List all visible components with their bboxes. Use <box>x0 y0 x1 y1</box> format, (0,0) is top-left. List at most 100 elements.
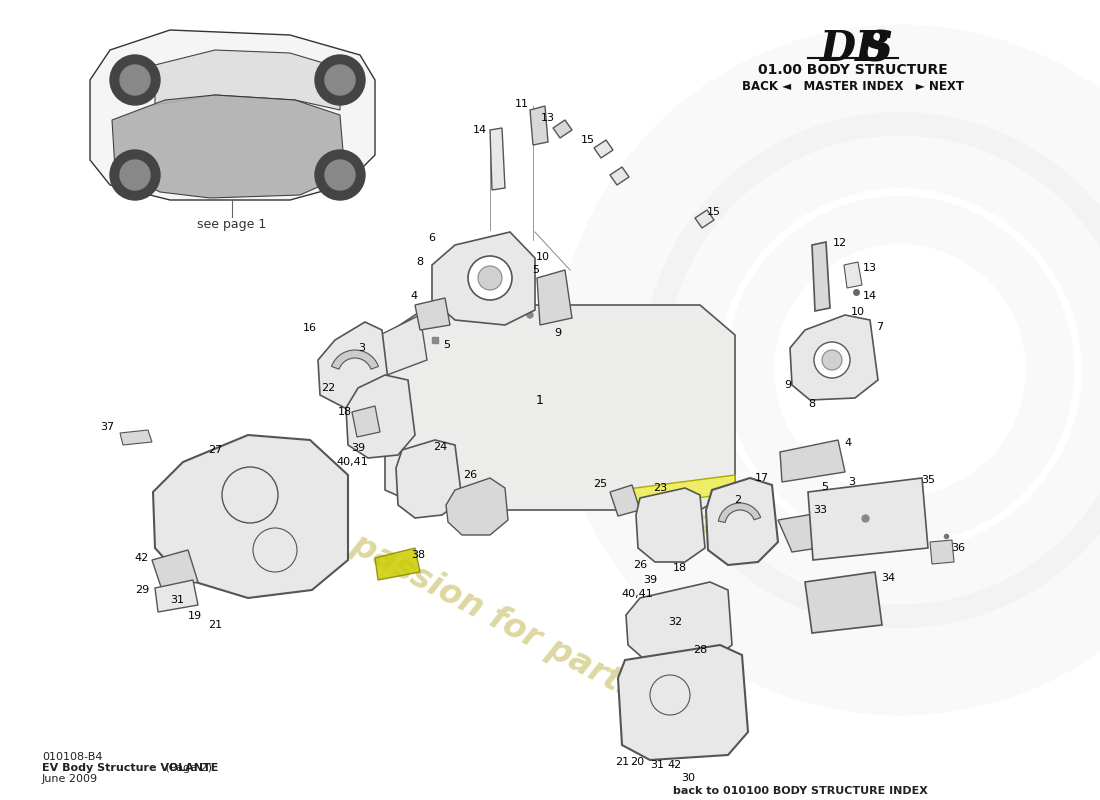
Polygon shape <box>415 298 450 330</box>
Text: 37: 37 <box>100 422 114 432</box>
Text: 14: 14 <box>473 125 487 135</box>
Circle shape <box>478 266 502 290</box>
Text: 21: 21 <box>615 757 629 767</box>
Text: 8: 8 <box>808 399 815 409</box>
Polygon shape <box>446 478 508 535</box>
Text: 22: 22 <box>321 383 336 393</box>
Text: 34: 34 <box>881 573 895 583</box>
Circle shape <box>315 55 365 105</box>
Text: 16: 16 <box>302 323 317 333</box>
Polygon shape <box>346 375 415 458</box>
Wedge shape <box>331 350 378 369</box>
Text: 9: 9 <box>784 380 792 390</box>
Circle shape <box>650 675 690 715</box>
Polygon shape <box>537 270 572 325</box>
Text: 4: 4 <box>410 291 418 301</box>
Text: 25: 25 <box>593 479 607 489</box>
Polygon shape <box>153 435 348 598</box>
Text: 13: 13 <box>864 263 877 273</box>
Polygon shape <box>778 512 838 552</box>
Text: 28: 28 <box>693 645 707 655</box>
Polygon shape <box>553 120 572 138</box>
Circle shape <box>253 528 297 572</box>
Text: 3: 3 <box>359 343 365 353</box>
Circle shape <box>324 160 355 190</box>
Text: 2: 2 <box>735 495 741 505</box>
Text: 17: 17 <box>755 473 769 483</box>
Polygon shape <box>379 315 427 375</box>
Circle shape <box>120 160 150 190</box>
Text: 20: 20 <box>630 757 645 767</box>
Text: 11: 11 <box>515 99 529 109</box>
Text: 39: 39 <box>642 575 657 585</box>
Text: 5: 5 <box>822 482 828 492</box>
Circle shape <box>822 350 842 370</box>
Text: 10: 10 <box>851 307 865 317</box>
Text: 12: 12 <box>833 238 847 248</box>
Polygon shape <box>844 262 862 288</box>
Circle shape <box>814 342 850 378</box>
Text: 15: 15 <box>707 207 721 217</box>
Text: 31: 31 <box>170 595 184 605</box>
Polygon shape <box>808 478 928 560</box>
Polygon shape <box>695 210 714 228</box>
Polygon shape <box>120 430 152 445</box>
Polygon shape <box>375 548 420 580</box>
Text: 36: 36 <box>952 543 965 553</box>
Circle shape <box>452 312 458 318</box>
Circle shape <box>477 312 483 318</box>
Text: 38: 38 <box>411 550 425 560</box>
Text: since 1985: since 1985 <box>590 458 750 562</box>
Text: (Page 2): (Page 2) <box>162 763 212 773</box>
Polygon shape <box>318 322 388 408</box>
Polygon shape <box>152 550 198 590</box>
Polygon shape <box>780 440 845 482</box>
Text: 010108-B4: 010108-B4 <box>42 752 102 762</box>
Text: 31: 31 <box>650 760 664 770</box>
Circle shape <box>120 65 150 95</box>
Text: S: S <box>862 28 892 70</box>
Text: 39: 39 <box>351 443 365 453</box>
Polygon shape <box>385 305 735 510</box>
Circle shape <box>110 55 160 105</box>
Polygon shape <box>155 580 198 612</box>
Circle shape <box>468 256 512 300</box>
Text: 13: 13 <box>541 113 556 123</box>
Text: 10: 10 <box>536 252 550 262</box>
Text: see page 1: see page 1 <box>197 218 266 231</box>
Text: 18: 18 <box>673 563 688 573</box>
Text: back to 010100 BODY STRUCTURE INDEX: back to 010100 BODY STRUCTURE INDEX <box>672 786 927 796</box>
Text: 7: 7 <box>877 322 883 332</box>
Text: 42: 42 <box>668 760 682 770</box>
Text: 19: 19 <box>188 611 202 621</box>
Text: 29: 29 <box>135 585 150 595</box>
Text: 35: 35 <box>921 475 935 485</box>
Polygon shape <box>805 572 882 633</box>
Polygon shape <box>930 540 954 564</box>
Polygon shape <box>610 485 640 516</box>
Text: 8: 8 <box>417 257 424 267</box>
Text: 1: 1 <box>536 394 543 406</box>
Circle shape <box>324 65 355 95</box>
Text: EV Body Structure VOLANTE: EV Body Structure VOLANTE <box>42 763 219 773</box>
Polygon shape <box>620 475 735 508</box>
Text: DB: DB <box>820 28 891 70</box>
Text: 33: 33 <box>813 505 827 515</box>
Text: 18: 18 <box>338 407 352 417</box>
Polygon shape <box>396 440 462 518</box>
Polygon shape <box>636 488 705 562</box>
Text: 26: 26 <box>463 470 477 480</box>
Circle shape <box>110 150 160 200</box>
Text: 27: 27 <box>208 445 222 455</box>
Text: 40,41: 40,41 <box>337 457 367 467</box>
Text: 42: 42 <box>135 553 150 563</box>
Wedge shape <box>718 503 761 522</box>
Text: 5: 5 <box>443 340 451 350</box>
Text: BACK ◄   MASTER INDEX   ► NEXT: BACK ◄ MASTER INDEX ► NEXT <box>742 80 964 93</box>
Polygon shape <box>626 582 732 660</box>
Polygon shape <box>790 315 878 400</box>
Polygon shape <box>618 645 748 760</box>
Text: 9: 9 <box>554 328 562 338</box>
Text: 23: 23 <box>653 483 667 493</box>
Text: 24: 24 <box>433 442 447 452</box>
